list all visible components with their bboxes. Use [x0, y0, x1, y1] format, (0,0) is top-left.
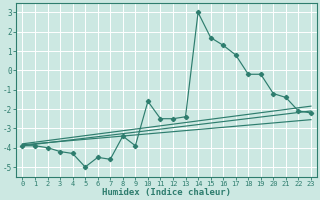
X-axis label: Humidex (Indice chaleur): Humidex (Indice chaleur): [102, 188, 231, 197]
